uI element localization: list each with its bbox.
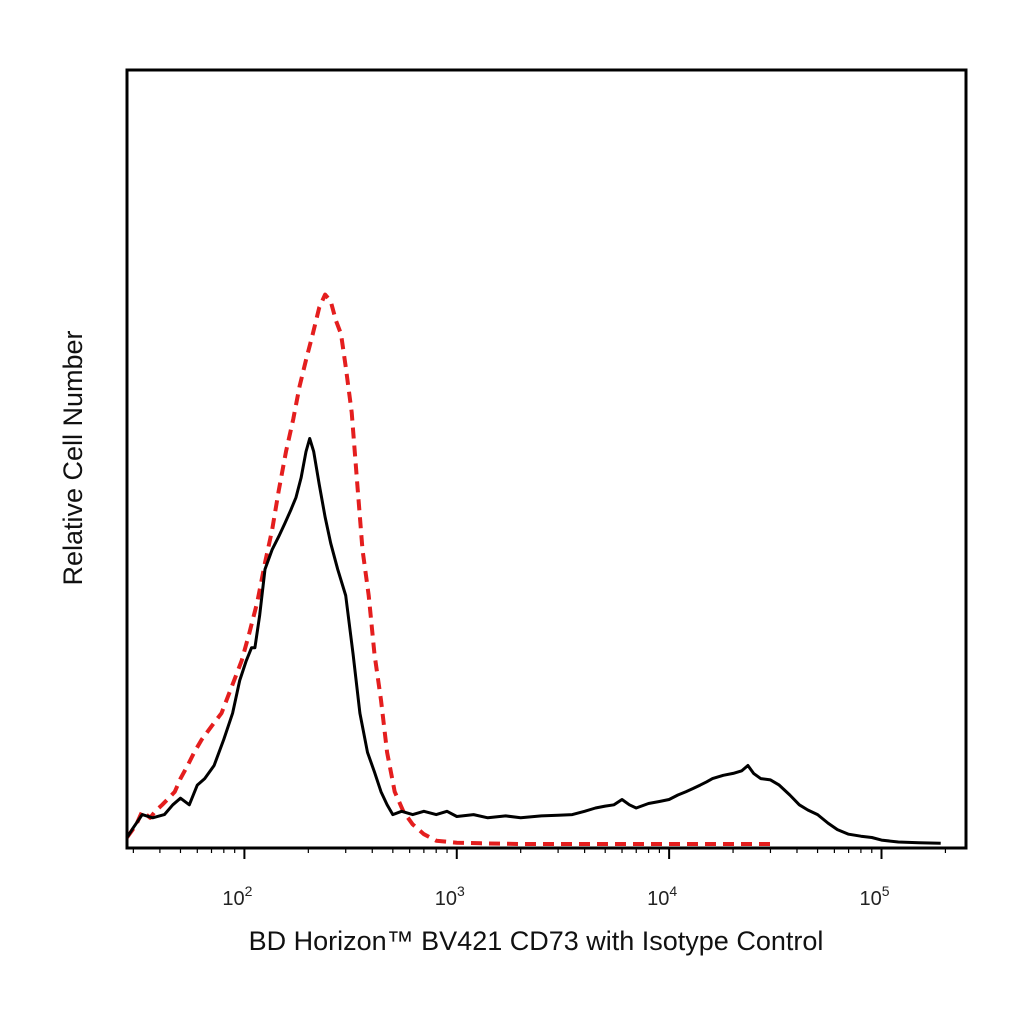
x-axis-label: BD Horizon™ BV421 CD73 with Isotype Cont… bbox=[249, 926, 824, 956]
x-tick-label-4: 105 bbox=[859, 883, 889, 910]
series-layer bbox=[125, 292, 941, 846]
x-tick-label-2: 103 bbox=[435, 883, 465, 910]
plot-frame bbox=[125, 68, 968, 850]
x-tick-layer: 102 103 104 105 bbox=[132, 848, 947, 910]
x-tick-label-1: 102 bbox=[222, 883, 252, 910]
y-axis-label: Relative Cell Number bbox=[58, 330, 88, 585]
series-line-2 bbox=[125, 437, 941, 845]
x-tick-label-3: 104 bbox=[647, 883, 677, 910]
